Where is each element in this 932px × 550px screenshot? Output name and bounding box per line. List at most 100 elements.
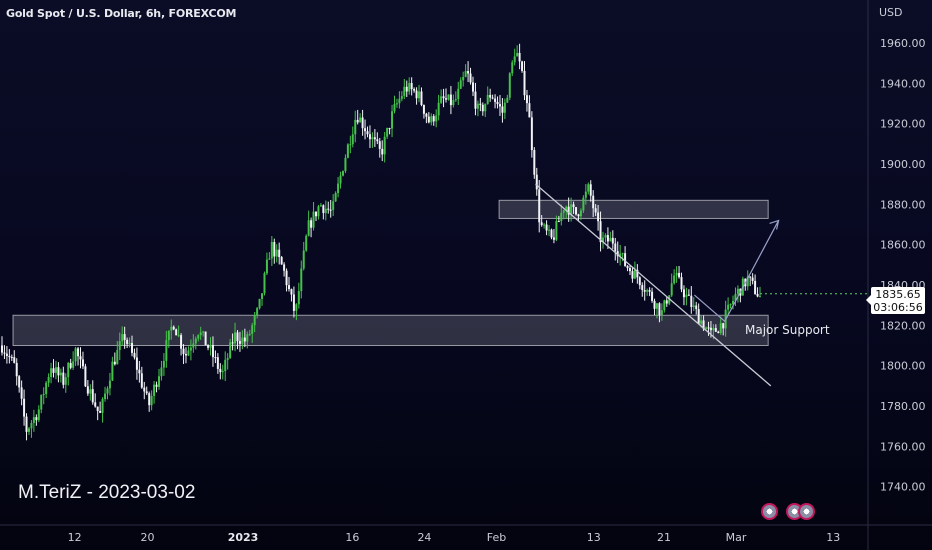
us-flag-icon[interactable] [798,503,815,520]
candle [285,268,288,292]
candle [445,88,448,103]
candle [660,303,663,321]
candle [35,414,38,426]
candle [506,94,509,103]
candle [467,61,470,83]
candle [449,85,452,115]
candle [619,244,622,266]
us-flag-icon[interactable] [761,503,778,520]
support-zone[interactable] [12,314,769,347]
candle [682,285,685,306]
x-tick-label: 24 [417,531,431,544]
time-axis[interactable]: 12 20 2023 16 24 Feb 13 21 Mar 13 [68,531,841,544]
candle [651,287,654,303]
current-price-label: 1835.65 03:06:56 [866,287,925,314]
trendline[interactable] [535,183,772,387]
y-tick-label: 1760.00 [880,440,926,453]
candle [37,405,40,423]
price-axis[interactable]: 1960.00 1940.00 1920.00 1900.00 1880.00 1860.… [880,37,926,494]
candle [435,109,438,128]
candle [383,132,386,163]
candle [361,109,364,136]
candle [734,287,737,306]
candle [498,95,501,116]
candle [584,184,587,205]
candle [140,366,143,389]
candle [673,269,676,285]
candle [695,301,698,315]
candle [496,96,499,109]
candle [295,303,298,321]
candle [153,380,156,404]
candle [52,359,55,378]
candle [523,61,526,101]
x-tick-label: 16 [345,531,359,544]
candle [104,386,107,402]
candle [503,98,506,120]
candle [545,220,548,236]
candle [197,334,200,342]
candle [40,394,43,414]
y-tick-label: 1880.00 [880,198,926,211]
candle [408,77,411,95]
candle [452,94,455,108]
candle [94,393,97,408]
x-tick-label: Mar [726,531,747,544]
candle [10,354,13,361]
candle [84,363,87,388]
candle [513,48,516,66]
candle [604,233,607,243]
candle [751,273,754,285]
major-support-label: Major Support [745,323,830,337]
candle [486,86,489,105]
candle [680,272,683,293]
candle [543,222,546,229]
candle [633,261,636,280]
candle [589,180,592,202]
candle [471,76,474,97]
bar-countdown: 03:06:56 [873,301,923,314]
candle [265,252,268,276]
candle [373,129,376,147]
candle [528,95,531,118]
drawing-layer [535,183,868,387]
candle [182,344,185,365]
candle [312,202,315,231]
candle [599,211,602,252]
candle [582,195,585,214]
y-tick-label: 1800.00 [880,360,926,373]
candle [707,321,710,336]
candle [579,208,582,220]
candle [705,326,708,330]
candle [268,252,271,260]
candle [300,260,303,299]
candle [562,209,565,220]
candle [339,171,342,189]
candle [25,413,28,441]
candle [346,143,349,159]
projection-path[interactable] [694,220,780,323]
candle [106,386,109,400]
candle [636,264,639,284]
candle [62,366,65,389]
candle [238,331,241,352]
candle [754,274,757,295]
candle [170,319,173,340]
candle [381,140,384,162]
candle [697,303,700,324]
candle [314,211,317,222]
candle [395,98,398,108]
candle [278,242,281,265]
candle [322,204,325,220]
candle [180,333,183,356]
candle [364,119,367,140]
candle [376,132,379,145]
candle [32,409,35,432]
candle [670,273,673,297]
candle [246,331,249,349]
candle [403,78,406,100]
candle [91,380,94,405]
candle [123,326,126,349]
